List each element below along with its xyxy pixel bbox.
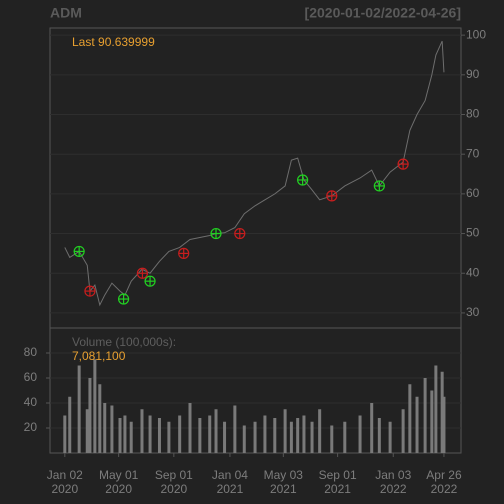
volume-bar bbox=[408, 384, 412, 453]
x-tick-year: 2020 bbox=[51, 482, 78, 496]
volume-bar bbox=[253, 421, 257, 453]
x-tick-label: Apr 26 bbox=[426, 468, 462, 482]
volume-bar bbox=[148, 415, 152, 453]
volume-bar bbox=[377, 418, 381, 453]
volume-bar bbox=[242, 425, 246, 453]
x-tick-year: 2020 bbox=[105, 482, 132, 496]
y-tick-label: 90 bbox=[466, 67, 480, 81]
volume-bar bbox=[123, 415, 127, 453]
y-tick-label: 60 bbox=[24, 370, 38, 384]
x-tick-year: 2020 bbox=[160, 482, 187, 496]
sell-marker bbox=[178, 247, 190, 259]
y-tick-label: 80 bbox=[24, 345, 38, 359]
volume-bar bbox=[434, 365, 438, 453]
sell-marker bbox=[234, 227, 246, 240]
volume-bar bbox=[208, 415, 212, 453]
last-price: Last 90.639999 bbox=[72, 35, 155, 49]
volume-bar bbox=[167, 421, 171, 453]
x-tick-label: May 03 bbox=[264, 468, 304, 482]
x-tick-label: Jan 02 bbox=[47, 468, 83, 482]
y-tick-label: 60 bbox=[466, 186, 480, 200]
volume-bar bbox=[188, 403, 192, 453]
y-tick-label: 80 bbox=[466, 107, 480, 121]
volume-bar bbox=[233, 405, 237, 453]
x-tick-year: 2022 bbox=[380, 482, 407, 496]
y-tick-label: 20 bbox=[24, 420, 38, 434]
volume-bar bbox=[423, 378, 427, 453]
y-tick-label: 70 bbox=[466, 146, 480, 160]
volume-bar bbox=[283, 409, 287, 453]
volume-bar bbox=[103, 403, 107, 453]
volume-bar bbox=[343, 421, 347, 453]
last-volume: 7,081,100 bbox=[72, 349, 126, 363]
volume-bar bbox=[198, 418, 202, 453]
x-tick-year: 2021 bbox=[270, 482, 297, 496]
volume-bar bbox=[140, 409, 144, 453]
volume-label: Volume (100,000s): bbox=[72, 335, 176, 349]
volume-bar bbox=[63, 415, 67, 453]
volume-bar bbox=[68, 396, 72, 453]
sell-marker bbox=[136, 267, 149, 279]
volume-bar bbox=[214, 409, 218, 453]
volume-bar bbox=[85, 409, 89, 453]
buy-marker bbox=[144, 275, 156, 287]
volume-bar bbox=[289, 421, 293, 453]
x-tick-label: Sep 01 bbox=[319, 468, 357, 482]
date-range: [2020-01-02/2022-04-26] bbox=[305, 5, 461, 21]
volume-bar bbox=[118, 418, 122, 453]
sell-marker bbox=[397, 158, 409, 170]
x-tick-year: 2021 bbox=[217, 482, 244, 496]
sell-marker bbox=[326, 190, 338, 202]
volume-bar bbox=[330, 425, 334, 453]
volume-bar bbox=[296, 418, 300, 453]
buy-marker bbox=[210, 227, 222, 240]
price-line bbox=[64, 40, 445, 307]
x-tick-label: Jan 03 bbox=[375, 468, 411, 482]
volume-bar bbox=[302, 415, 306, 453]
buy-marker bbox=[373, 180, 385, 192]
volume-bar bbox=[310, 421, 314, 453]
y-tick-label: 30 bbox=[466, 305, 480, 319]
buy-marker bbox=[297, 174, 309, 186]
volume-bar bbox=[430, 390, 434, 453]
volume-bar bbox=[178, 415, 182, 453]
y-tick-label: 40 bbox=[466, 265, 480, 279]
x-tick-label: Sep 01 bbox=[155, 468, 193, 482]
x-tick-year: 2021 bbox=[324, 482, 351, 496]
volume-bar bbox=[98, 384, 102, 453]
volume-bar bbox=[157, 418, 161, 453]
x-tick-label: May 01 bbox=[99, 468, 139, 482]
volume-bar bbox=[129, 421, 133, 453]
y-tick-label: 50 bbox=[466, 226, 480, 240]
volume-bar bbox=[77, 365, 81, 453]
volume-bar bbox=[110, 405, 114, 453]
plot-frame bbox=[49, 27, 462, 454]
y-tick-label: 40 bbox=[24, 395, 38, 409]
volume-bar bbox=[93, 359, 97, 453]
volume-bar bbox=[318, 409, 322, 453]
volume-bar bbox=[88, 378, 92, 453]
volume-bar bbox=[415, 396, 419, 453]
volume-bar bbox=[358, 415, 362, 453]
x-tick-year: 2022 bbox=[431, 482, 458, 496]
volume-bar bbox=[401, 409, 405, 453]
volume-bar bbox=[263, 415, 267, 453]
volume-bar bbox=[223, 421, 227, 453]
buy-marker bbox=[73, 245, 85, 258]
volume-bar bbox=[440, 371, 444, 453]
volume-bar bbox=[273, 418, 277, 453]
volume-bar bbox=[370, 403, 374, 453]
volume-bar bbox=[388, 421, 392, 453]
buy-marker bbox=[117, 293, 130, 305]
y-tick-label: 100 bbox=[466, 27, 486, 41]
volume-bar bbox=[442, 396, 446, 453]
sell-marker bbox=[84, 285, 96, 297]
x-tick-label: Jan 04 bbox=[212, 468, 248, 482]
chart-title: ADM bbox=[50, 5, 82, 21]
